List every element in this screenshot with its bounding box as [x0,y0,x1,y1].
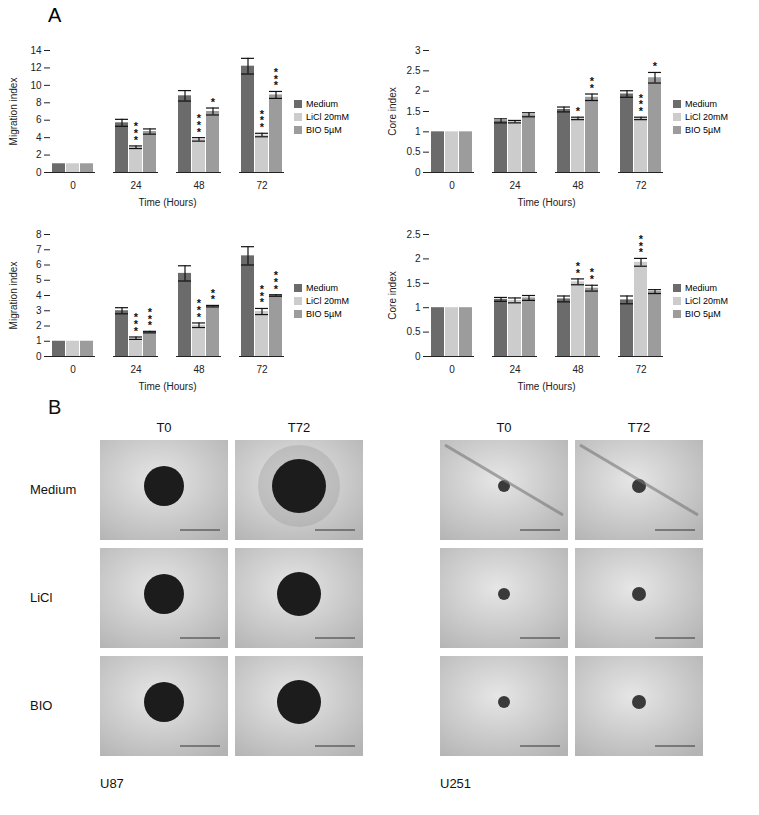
svg-text:0: 0 [449,180,455,191]
svg-text:24: 24 [130,180,142,191]
svg-text:8: 8 [36,97,42,108]
svg-text:2: 2 [415,253,421,264]
svg-text:6: 6 [36,259,42,270]
html-text:Medium: Medium [685,99,717,109]
svg-text:Migration index: Migration index [8,78,19,146]
svg-text:BIO: BIO [30,698,52,713]
html-text:LiCl 20mM: LiCl 20mM [685,296,728,306]
svg-text:72: 72 [635,180,647,191]
svg-text:24: 24 [509,364,521,375]
svg-text:***: *** [197,297,202,323]
html-text:LiCl 20mM: LiCl 20mM [306,296,349,306]
svg-text:Core index: Core index [387,271,398,319]
svg-text:0.5: 0.5 [407,146,421,157]
html-text:BIO 5µM: BIO 5µM [306,309,342,319]
svg-text:2.5: 2.5 [407,65,421,76]
svg-text:1.5: 1.5 [407,106,421,117]
svg-text:***: *** [148,306,153,332]
svg-text:T0: T0 [156,420,171,435]
svg-text:Time (Hours): Time (Hours) [139,197,197,208]
svg-text:*: * [211,96,216,108]
svg-text:24: 24 [130,364,142,375]
svg-text:T0: T0 [496,420,511,435]
svg-text:U251: U251 [440,776,471,791]
svg-text:0.5: 0.5 [407,326,421,337]
html-text:Medium: Medium [306,283,338,293]
svg-text:***: *** [134,311,139,337]
svg-text:48: 48 [193,180,205,191]
svg-text:72: 72 [256,364,268,375]
svg-text:0: 0 [70,180,76,191]
html-text:Medium: Medium [306,99,338,109]
svg-text:***: *** [197,112,202,138]
svg-text:4: 4 [36,290,42,301]
svg-text:*: * [576,105,581,117]
svg-text:3: 3 [36,305,42,316]
svg-text:2: 2 [36,149,42,160]
svg-text:2: 2 [36,320,42,331]
svg-text:1.5: 1.5 [407,278,421,289]
html-text:LiCl 20mM: LiCl 20mM [306,112,349,122]
svg-text:***: *** [274,66,279,92]
svg-text:0: 0 [449,364,455,375]
svg-text:24: 24 [509,180,521,191]
svg-text:Time (Hours): Time (Hours) [518,197,576,208]
svg-text:4: 4 [36,132,42,143]
html-text:BIO 5µM: BIO 5µM [306,125,342,135]
svg-text:*: * [653,60,658,72]
svg-text:***: *** [134,120,139,146]
html-text:BIO 5µM: BIO 5µM [685,309,721,319]
svg-text:Time (Hours): Time (Hours) [518,381,576,392]
svg-text:**: ** [211,287,216,306]
svg-text:48: 48 [193,364,205,375]
svg-text:1: 1 [415,302,421,313]
svg-text:LiCl: LiCl [30,590,53,605]
svg-text:***: *** [260,283,265,309]
svg-text:0: 0 [70,364,76,375]
svg-text:**: ** [576,260,581,279]
svg-text:2: 2 [415,85,421,96]
svg-text:**: ** [590,266,595,285]
svg-text:***: *** [260,108,265,134]
svg-text:48: 48 [572,180,584,191]
svg-text:Time (Hours): Time (Hours) [139,381,197,392]
svg-text:**: ** [590,75,595,94]
svg-text:0: 0 [36,167,42,178]
svg-text:5: 5 [36,274,42,285]
svg-text:T72: T72 [288,420,310,435]
svg-text:0: 0 [415,167,421,178]
svg-text:12: 12 [30,62,42,73]
svg-text:72: 72 [256,180,268,191]
svg-text:Medium: Medium [30,482,76,497]
svg-text:Migration index: Migration index [8,262,19,330]
svg-text:Core index: Core index [387,87,398,135]
html-text:BIO 5µM: BIO 5µM [685,125,721,135]
svg-text:6: 6 [36,114,42,125]
html-text:Medium: Medium [685,283,717,293]
svg-text:T72: T72 [628,420,650,435]
svg-text:1: 1 [415,126,421,137]
svg-text:***: *** [274,269,279,295]
html-text:A: A [48,4,62,26]
svg-text:0: 0 [415,351,421,362]
svg-text:2.5: 2.5 [407,229,421,240]
svg-text:***: *** [639,92,644,118]
svg-text:72: 72 [635,364,647,375]
svg-text:***: *** [639,233,644,259]
svg-text:8: 8 [36,229,42,240]
svg-text:14: 14 [30,45,42,56]
svg-text:1: 1 [36,335,42,346]
svg-text:U87: U87 [100,776,124,791]
svg-text:7: 7 [36,244,42,255]
svg-text:48: 48 [572,364,584,375]
svg-text:0: 0 [36,351,42,362]
html-text:LiCl 20mM: LiCl 20mM [685,112,728,122]
svg-text:3: 3 [415,45,421,56]
svg-text:B: B [48,396,61,418]
svg-text:10: 10 [30,80,42,91]
